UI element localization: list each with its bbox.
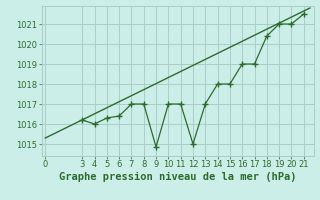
X-axis label: Graphe pression niveau de la mer (hPa): Graphe pression niveau de la mer (hPa) xyxy=(59,172,296,182)
